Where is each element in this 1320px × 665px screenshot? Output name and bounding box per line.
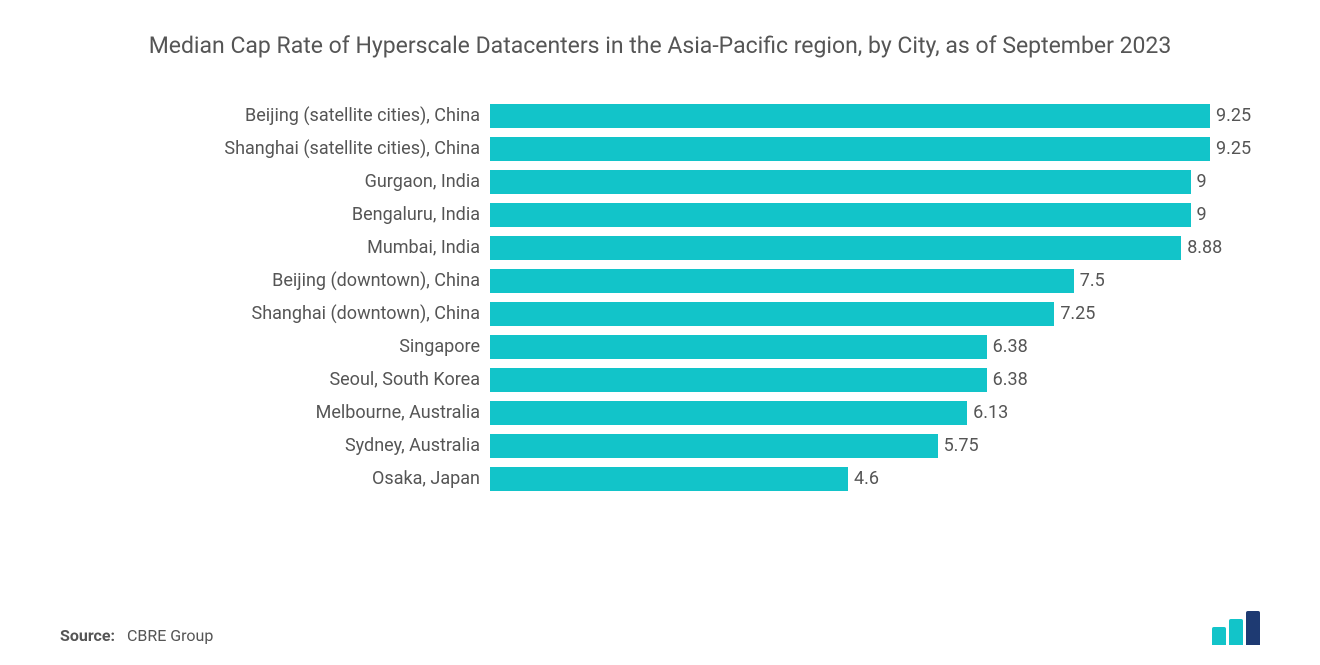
source-attribution: Source: CBRE Group [60, 626, 213, 645]
bar-track: 6.13 [490, 396, 1270, 429]
chart-row: Bengaluru, India 9 [60, 198, 1270, 231]
value-label: 9.25 [1210, 105, 1251, 126]
category-label: Shanghai (satellite cities), China [60, 138, 490, 159]
bar [490, 401, 967, 425]
category-label: Bengaluru, India [60, 204, 490, 225]
category-label: Singapore [60, 336, 490, 357]
bar [490, 302, 1054, 326]
bar [490, 368, 987, 392]
chart-row: Melbourne, Australia 6.13 [60, 396, 1270, 429]
chart-row: Beijing (satellite cities), China 9.25 [60, 99, 1270, 132]
bar-track: 8.88 [490, 231, 1270, 264]
chart-row: Shanghai (downtown), China 7.25 [60, 297, 1270, 330]
chart-row: Osaka, Japan 4.6 [60, 462, 1270, 495]
logo-bar [1212, 627, 1226, 645]
value-label: 4.6 [848, 468, 879, 489]
bar-track: 7.25 [490, 297, 1270, 330]
category-label: Mumbai, India [60, 237, 490, 258]
chart-row: Mumbai, India 8.88 [60, 231, 1270, 264]
category-label: Seoul, South Korea [60, 369, 490, 390]
bar [490, 137, 1210, 161]
value-label: 7.25 [1054, 303, 1095, 324]
bar [490, 467, 848, 491]
bar-track: 9.25 [490, 132, 1270, 165]
logo-bar [1229, 619, 1243, 645]
value-label: 6.38 [987, 336, 1028, 357]
bar [490, 269, 1074, 293]
bar [490, 170, 1191, 194]
chart-footer: Source: CBRE Group [50, 589, 1270, 645]
chart-title: Median Cap Rate of Hyperscale Datacenter… [50, 30, 1270, 61]
category-label: Osaka, Japan [60, 468, 490, 489]
bar-track: 6.38 [490, 363, 1270, 396]
value-label: 9 [1191, 171, 1207, 192]
bar [490, 203, 1191, 227]
value-label: 9.25 [1210, 138, 1251, 159]
value-label: 7.5 [1074, 270, 1105, 291]
chart-row: Gurgaon, India 9 [60, 165, 1270, 198]
source-text [119, 626, 127, 645]
source-prefix: Source: [60, 626, 115, 645]
chart-row: Shanghai (satellite cities), China 9.25 [60, 132, 1270, 165]
bar-track: 9 [490, 165, 1270, 198]
value-label: 9 [1191, 204, 1207, 225]
bar [490, 104, 1210, 128]
value-label: 6.13 [967, 402, 1008, 423]
value-label: 5.75 [938, 435, 979, 456]
category-label: Gurgaon, India [60, 171, 490, 192]
bar [490, 236, 1181, 260]
category-label: Beijing (satellite cities), China [60, 105, 490, 126]
brand-logo [1212, 609, 1260, 645]
category-label: Melbourne, Australia [60, 402, 490, 423]
chart-area: Beijing (satellite cities), China9.25Sha… [50, 99, 1270, 589]
bar [490, 434, 938, 458]
bar [490, 335, 987, 359]
chart-row: Beijing (downtown), China 7.5 [60, 264, 1270, 297]
category-label: Beijing (downtown), China [60, 270, 490, 291]
chart-row: Singapore 6.38 [60, 330, 1270, 363]
bar-track: 4.6 [490, 462, 1270, 495]
bar-track: 7.5 [490, 264, 1270, 297]
bar-track: 6.38 [490, 330, 1270, 363]
bar-track: 9 [490, 198, 1270, 231]
value-label: 6.38 [987, 369, 1028, 390]
chart-row: Seoul, South Korea 6.38 [60, 363, 1270, 396]
value-label: 8.88 [1181, 237, 1222, 258]
source-name: CBRE Group [127, 626, 213, 645]
category-label: Sydney, Australia [60, 435, 490, 456]
bar-track: 9.25 [490, 99, 1270, 132]
logo-bar [1246, 611, 1260, 645]
bar-track: 5.75 [490, 429, 1270, 462]
chart-row: Sydney, Australia 5.75 [60, 429, 1270, 462]
category-label: Shanghai (downtown), China [60, 303, 490, 324]
chart-container: Median Cap Rate of Hyperscale Datacenter… [0, 0, 1320, 665]
